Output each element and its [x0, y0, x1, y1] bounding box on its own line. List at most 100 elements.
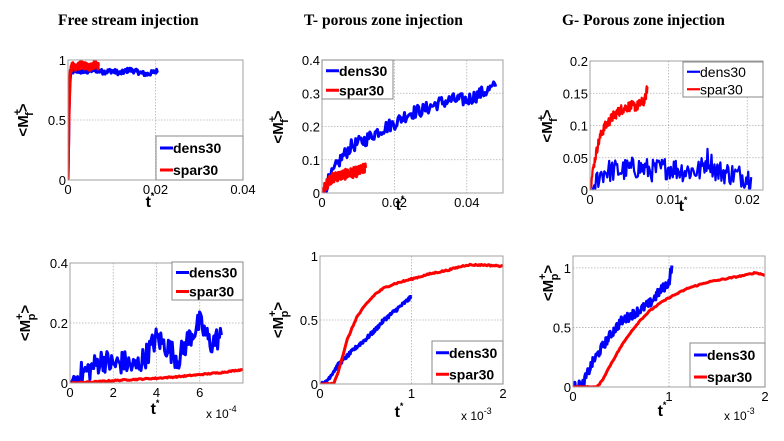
x-tick-label: 0.01 [656, 192, 681, 207]
y-tick-label: 0.4 [50, 256, 68, 271]
legend: dens30 spar30 [321, 59, 394, 100]
x-tick-label: 0.02 [735, 192, 760, 207]
y-axis-label: <M+f> [536, 109, 560, 142]
y-axis-label: <M+p> [267, 302, 291, 338]
axes-frame [572, 255, 766, 388]
legend-label-dens30: dens30 [173, 140, 221, 156]
x-axis-label: t* [658, 400, 667, 420]
title-g-porous: G- Porous zone injection [562, 12, 725, 29]
panel-2: 0 0.02 0.04 0 0.1 0.2 0.3 0.4 t* <M+f> dens30 spar3… [267, 53, 504, 214]
title-free-stream: Free stream injection [58, 12, 199, 29]
legend: dens30 spar30 [689, 342, 766, 388]
panel-3: 0 0.01 0.02 0 0.05 0.1 0.15 0.2 t* <M+f> dens30spa… [536, 54, 764, 215]
x-tick-label: 0 [316, 386, 323, 401]
x-tick-label: 1 [408, 386, 415, 401]
legend-box [689, 342, 766, 388]
legend-label-dens30: dens30 [707, 347, 755, 363]
legend-label-spar30: spar30 [707, 369, 752, 385]
y-axis-label: <M+p> [537, 265, 561, 301]
series-line-spar30 [320, 262, 503, 384]
x-tick-label: 1 [665, 389, 672, 404]
legend: dens30 spar30 [155, 135, 244, 181]
series-line-spar30 [70, 368, 243, 383]
x-tick-label: 0.04 [454, 195, 479, 210]
series-line-dens30 [591, 147, 753, 190]
x-tick-label: 0 [586, 192, 593, 207]
legend-label-spar30: spar30 [449, 366, 494, 382]
y-tick-label: 0.5 [553, 320, 571, 335]
x-tick-label: 4 [153, 385, 160, 400]
y-tick-label: 0.2 [302, 120, 320, 135]
y-tick-label: 1 [311, 249, 318, 264]
x-exponent-label: x 10-3 [461, 406, 492, 423]
panel-5: 0 1 2 0 0.5 1 t* <M+p> x 10-3 dens30 spar30 [267, 249, 507, 423]
y-tick-label: 0.3 [302, 86, 320, 101]
x-axis-label: t* [679, 195, 688, 215]
y-tick-label: 0.2 [50, 316, 68, 331]
x-tick-label: 0 [569, 389, 576, 404]
x-axis-label: t* [396, 194, 405, 214]
legend: dens30 spar30 [171, 261, 244, 301]
y-tick-label: 0 [581, 183, 588, 198]
x-tick-label: 2 [761, 389, 768, 404]
y-tick-label: 0 [59, 173, 66, 188]
y-tick-label: 0.05 [563, 151, 588, 166]
series-line-spar30 [322, 162, 367, 193]
x-tick-label: 0 [64, 182, 71, 197]
y-tick-label: 0 [61, 376, 68, 391]
x-tick-label: 0 [318, 195, 325, 210]
y-tick-label: 0.4 [302, 53, 320, 68]
legend-box [431, 340, 504, 385]
x-tick-label: 0 [66, 385, 73, 400]
legend-label-spar30: spar30 [189, 284, 234, 300]
title-t-porous: T- porous zone injection [304, 12, 463, 29]
y-tick-label: 0 [564, 380, 571, 395]
y-tick-label: 1 [59, 53, 66, 68]
x-tick-label: 2 [110, 385, 117, 400]
x-tick-label: 0.02 [382, 195, 407, 210]
x-axis-label: t* [146, 191, 155, 211]
axes-frame [321, 59, 504, 194]
legend-label-dens30: dens30 [700, 64, 746, 80]
axes-frame [319, 255, 504, 385]
x-axis-label: t* [395, 401, 404, 421]
panel-1: 0 0.02 0.04 0 0.5 1 t* <M+f> dens30 spar30 [12, 53, 256, 211]
x-tick-label: 6 [196, 385, 203, 400]
y-tick-label: 0.2 [570, 54, 588, 69]
legend-label-dens30: dens30 [339, 63, 387, 79]
legend-label-dens30: dens30 [449, 345, 497, 361]
legend-box [155, 135, 244, 181]
x-exponent-label: x 10-3 [724, 406, 755, 423]
series-line-dens30 [320, 295, 413, 384]
legend-label-spar30: spar30 [700, 81, 743, 97]
panel-4: 0 2 4 6 0 0.2 0.4 t* <M+p> x 10-4 dens30 spar30 [14, 256, 244, 421]
y-axis-label: <M+f> [12, 103, 36, 136]
legend-label-dens30: dens30 [189, 265, 237, 281]
y-tick-label: 1 [564, 261, 571, 276]
legend-label-spar30: spar30 [173, 162, 218, 178]
series-line-dens30 [573, 265, 674, 387]
y-tick-label: 0.15 [563, 86, 588, 101]
y-tick-label: 0.1 [570, 119, 588, 134]
y-tick-label: 0.5 [300, 313, 318, 328]
x-tick-label: 0.02 [143, 182, 168, 197]
series-line-dens30 [68, 66, 159, 180]
series-line-dens30 [322, 80, 498, 193]
y-tick-label: 0 [313, 186, 320, 201]
x-tick-label: 2 [499, 386, 506, 401]
series-line-spar30 [573, 271, 765, 387]
series-line-spar30 [68, 59, 100, 180]
legend-box [321, 59, 394, 100]
legend-box [171, 261, 244, 301]
x-exponent-label: x 10-4 [206, 404, 237, 421]
x-tick-label: 0.04 [230, 182, 255, 197]
y-axis-label: <M+p> [14, 305, 38, 341]
series-line-spar30 [590, 85, 649, 190]
series-line-dens30 [70, 310, 223, 383]
legend-label-spar30: spar30 [339, 82, 384, 98]
axes-frame [589, 60, 764, 191]
y-tick-label: 0.1 [302, 153, 320, 168]
